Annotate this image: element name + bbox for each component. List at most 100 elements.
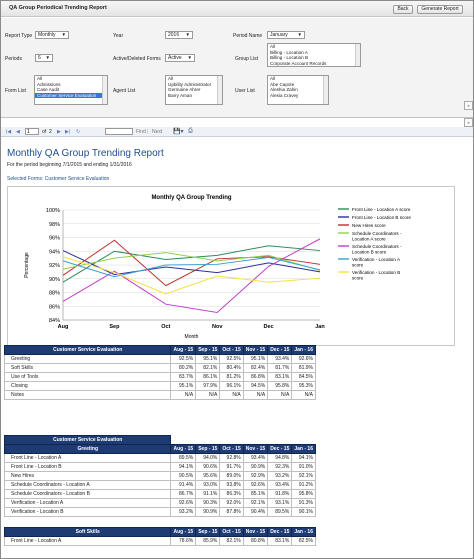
row-label: Schedule Coordinators - Location A <box>3 480 172 490</box>
table-row: Front Line - Location B 94.1% 90.6% 91.7% 90… <box>3 462 316 472</box>
collapse-params-button[interactable]: » <box>464 101 473 110</box>
cell-value: 95.6% <box>195 471 221 481</box>
list-option[interactable]: All <box>270 44 276 49</box>
spacer-row <box>5 517 316 528</box>
table-header-row: Customer Service Evaluation <box>3 435 316 445</box>
agent-listbox[interactable]: All Upbility Administrator Germaine Ahrer B… <box>165 75 223 105</box>
form-listbox[interactable]: All Admissions Case Audit Customer Service … <box>34 75 108 105</box>
list-option[interactable]: Upbility Administrator <box>168 81 212 87</box>
x-tick-label: Dec <box>264 324 274 330</box>
cell-value: N/A <box>242 390 269 400</box>
trend-chart: Monthly QA Group Trending 84% 86% 88% 90% 92%… <box>7 186 455 346</box>
y-tick-label: 84% <box>49 318 60 324</box>
list-option[interactable]: Abe Capote <box>270 81 295 87</box>
list-option[interactable]: Admissions <box>37 81 61 87</box>
cell-value: 91.0% <box>291 462 316 472</box>
scrollbar[interactable] <box>217 76 222 104</box>
cell-value: 80.2% <box>170 363 197 373</box>
active-deleted-select[interactable]: Active ▼ <box>165 54 195 62</box>
series-line <box>62 238 321 313</box>
legend-label: Front Line - Location A score <box>352 207 411 212</box>
next-page-icon[interactable]: ▶ <box>57 129 61 135</box>
next-link[interactable]: Next <box>152 129 163 135</box>
refresh-icon[interactable]: ↻ <box>76 129 81 135</box>
list-option[interactable]: Billing - Location B <box>270 55 309 60</box>
section-title: Greeting <box>3 444 172 454</box>
cell-value: 80.4% <box>219 363 244 373</box>
month-header: Sep - 15 <box>195 527 221 537</box>
cell-value: 90.9% <box>242 462 269 472</box>
cell-value: 82.4% <box>242 363 269 373</box>
first-page-icon[interactable]: |◀ <box>6 129 12 135</box>
cell-value: 91.8% <box>267 489 293 499</box>
series-line <box>62 256 321 278</box>
list-option[interactable]: All <box>270 76 276 81</box>
find-link[interactable]: Find <box>136 129 146 135</box>
table-row: Front Line - Location A 89.5% 94.0% 92.8% 93… <box>3 453 316 463</box>
list-option[interactable]: Corporate Account Records <box>270 60 327 66</box>
list-option[interactable]: Germaine Ahrer <box>168 87 201 92</box>
list-option[interactable]: Customer Service Evaluation <box>35 92 107 98</box>
cell-value: 92.6% <box>291 354 316 364</box>
cell-value: 94.5% <box>242 381 269 391</box>
table-row: Notes N/A N/A N/A N/A N/A N/A <box>3 390 316 400</box>
list-option[interactable]: Case Audit <box>37 87 60 92</box>
cell-value: 86.3% <box>219 489 244 499</box>
expand-panel-button[interactable]: » <box>464 118 473 127</box>
cell-value: 89.5% <box>170 453 197 463</box>
header-spacer <box>291 435 316 445</box>
month-header: Dec - 15 <box>267 444 293 454</box>
row-label: New Hires <box>3 471 172 481</box>
list-option[interactable]: Aleshia Zahin <box>270 87 298 92</box>
active-deleted-value: Active <box>168 55 182 61</box>
separator: | <box>147 129 149 135</box>
cell-value: 86.1% <box>195 372 221 382</box>
last-page-icon[interactable]: ▶| <box>65 129 71 135</box>
series-line <box>62 245 321 283</box>
section-header-row: Greeting Aug - 15 Sep - 15 Oct - 15 Nov - 15… <box>3 444 316 454</box>
y-tick-label: 86% <box>49 304 60 310</box>
list-option[interactable]: Billing - Location A <box>270 49 308 55</box>
list-option[interactable]: All <box>168 76 174 81</box>
cell-value: 84.5% <box>291 372 316 382</box>
report-type-select[interactable]: Monthly ▼ <box>35 31 69 39</box>
scrollbar[interactable] <box>102 76 107 104</box>
month-header: Dec - 15 <box>267 527 293 537</box>
cell-value: N/A <box>267 390 293 400</box>
month-header: Aug - 15 <box>170 345 197 355</box>
period-name-select[interactable]: January ▼ <box>267 31 305 39</box>
back-button[interactable]: Back <box>393 5 413 14</box>
legend-label: score <box>352 263 364 268</box>
list-option[interactable]: Barry Aman <box>168 92 192 98</box>
trend-chart-svg: Monthly QA Group Trending 84% 86% 88% 90% 92%… <box>24 195 411 340</box>
export-icon[interactable]: 💾▾ <box>173 129 184 135</box>
scrollbar[interactable] <box>355 44 360 66</box>
cell-value: 81.9% <box>291 363 316 373</box>
user-listbox[interactable]: All Abe Capote Aleshia Zahin Alesia Cravey <box>267 75 329 105</box>
cell-value: 85.1% <box>242 489 269 499</box>
periods-select[interactable]: 6 ▼ <box>35 54 53 62</box>
report-body: Monthly QA Group Trending Report For the… <box>1 138 473 558</box>
period-name-label: Period Name <box>233 33 263 39</box>
table-row: Use of Tools 83.7% 86.1% 81.2% 86.8% 83.1% 84.… <box>3 372 316 382</box>
month-header: Jan - 16 <box>291 527 316 537</box>
header-spacer <box>243 435 268 445</box>
chart-title: Monthly QA Group Trending <box>151 195 231 201</box>
report-type-value: Monthly <box>38 32 56 38</box>
generate-report-button[interactable]: Generate Report <box>417 5 463 14</box>
page-number-input[interactable] <box>25 128 39 135</box>
prev-page-icon[interactable]: ◀ <box>16 129 20 135</box>
year-select[interactable]: 2016 ▼ <box>165 31 193 39</box>
cell-value: 82.1% <box>195 363 221 373</box>
group-listbox[interactable]: All Billing - Location A Billing - Locatio… <box>267 43 361 67</box>
list-option[interactable]: All <box>37 76 43 81</box>
print-icon[interactable]: ⎙ <box>188 128 193 134</box>
cell-value: 93.0% <box>195 480 221 490</box>
find-input[interactable] <box>105 128 133 135</box>
cell-value: 91.4% <box>170 480 197 490</box>
list-option[interactable]: Alesia Cravey <box>270 92 299 98</box>
month-header: Dec - 15 <box>267 345 293 355</box>
month-header: Nov - 15 <box>242 345 269 355</box>
scrollbar[interactable] <box>323 76 328 104</box>
